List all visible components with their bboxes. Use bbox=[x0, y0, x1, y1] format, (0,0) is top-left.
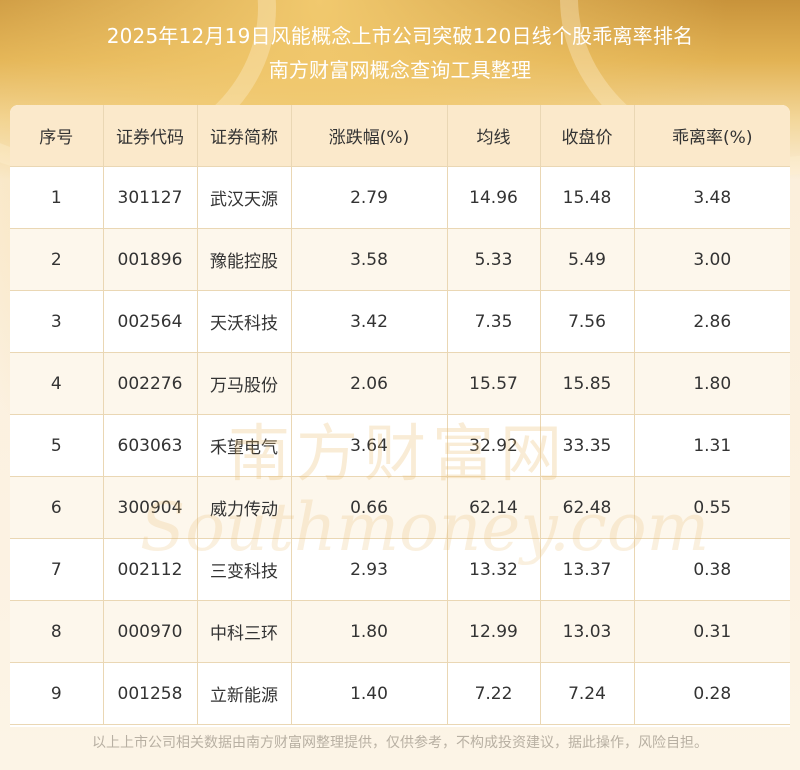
table-cell-code: 603063 bbox=[103, 414, 198, 477]
table-cell-bias: 2.86 bbox=[634, 290, 790, 353]
table-cell-close: 33.35 bbox=[540, 414, 635, 477]
table-cell-bias: 3.48 bbox=[634, 166, 790, 229]
table-cell-name: 万马股份 bbox=[197, 352, 292, 415]
title-line-2: 南方财富网概念查询工具整理 bbox=[268, 58, 532, 82]
table-cell-name: 威力传动 bbox=[197, 476, 292, 539]
table-row: 5 603063 禾望电气 3.64 32.92 33.35 1.31 bbox=[10, 414, 790, 477]
table-cell-name: 武汉天源 bbox=[197, 166, 292, 229]
header-cell-bias: 乖离率(%) bbox=[634, 105, 790, 167]
table-cell-index: 7 bbox=[10, 538, 104, 601]
table-cell-change: 2.06 bbox=[291, 352, 448, 415]
table-cell-close: 15.85 bbox=[540, 352, 635, 415]
table-cell-index: 5 bbox=[10, 414, 104, 477]
table-cell-ma: 13.32 bbox=[447, 538, 541, 601]
table-cell-ma: 15.57 bbox=[447, 352, 541, 415]
table-cell-code: 300904 bbox=[103, 476, 198, 539]
table-cell-close: 15.48 bbox=[540, 166, 635, 229]
header-cell-close: 收盘价 bbox=[540, 105, 635, 167]
table-cell-close: 13.03 bbox=[540, 600, 635, 663]
table-row: 4 002276 万马股份 2.06 15.57 15.85 1.80 bbox=[10, 352, 790, 415]
table-cell-ma: 14.96 bbox=[447, 166, 541, 229]
table-cell-index: 2 bbox=[10, 228, 104, 291]
disclaimer-footer: 以上上市公司相关数据由南方财富网整理提供，仅供参考，不构成投资建议，据此操作，风… bbox=[92, 735, 708, 751]
table-row: 6 300904 威力传动 0.66 62.14 62.48 0.55 bbox=[10, 476, 790, 539]
table-cell-close: 13.37 bbox=[540, 538, 635, 601]
table-cell-index: 4 bbox=[10, 352, 104, 415]
table-cell-name: 禾望电气 bbox=[197, 414, 292, 477]
table-cell-change: 2.79 bbox=[291, 166, 448, 229]
table-cell-change: 0.66 bbox=[291, 476, 448, 539]
table-row: 3 002564 天沃科技 3.42 7.35 7.56 2.86 bbox=[10, 290, 790, 353]
header-cell-change: 涨跌幅(%) bbox=[291, 105, 448, 167]
table-cell-close: 5.49 bbox=[540, 228, 635, 291]
table-cell-index: 3 bbox=[10, 290, 104, 353]
table-cell-code: 002276 bbox=[103, 352, 198, 415]
table-row: 1 301127 武汉天源 2.79 14.96 15.48 3.48 bbox=[10, 166, 790, 229]
table-cell-bias: 3.00 bbox=[634, 228, 790, 291]
table-cell-bias: 1.31 bbox=[634, 414, 790, 477]
table-cell-ma: 32.92 bbox=[447, 414, 541, 477]
table-row: 9 001258 立新能源 1.40 7.22 7.24 0.28 bbox=[10, 662, 790, 725]
table-cell-ma: 7.22 bbox=[447, 662, 541, 725]
table-cell-code: 001258 bbox=[103, 662, 198, 725]
table-body: 1 301127 武汉天源 2.79 14.96 15.48 3.48 2 001896 豫能控股… bbox=[10, 166, 790, 725]
ranking-table-card: 序号 证券代码 证券简称 涨跌幅(%) 均线 收盘价 乖离率(%) 1 30112… bbox=[10, 105, 790, 727]
table-cell-ma: 7.35 bbox=[447, 290, 541, 353]
table-cell-index: 6 bbox=[10, 476, 104, 539]
ranking-table: 序号 证券代码 证券简称 涨跌幅(%) 均线 收盘价 乖离率(%) 1 30112… bbox=[10, 105, 790, 725]
table-row: 2 001896 豫能控股 3.58 5.33 5.49 3.00 bbox=[10, 228, 790, 291]
header-cell-ma: 均线 bbox=[447, 105, 541, 167]
table-cell-change: 2.93 bbox=[291, 538, 448, 601]
header-cell-name: 证券简称 bbox=[197, 105, 292, 167]
table-cell-name: 立新能源 bbox=[197, 662, 292, 725]
table-cell-index: 1 bbox=[10, 166, 104, 229]
table-cell-bias: 0.28 bbox=[634, 662, 790, 725]
table-cell-ma: 12.99 bbox=[447, 600, 541, 663]
table-cell-name: 天沃科技 bbox=[197, 290, 292, 353]
table-row: 8 000970 中科三环 1.80 12.99 13.03 0.31 bbox=[10, 600, 790, 663]
table-cell-close: 7.24 bbox=[540, 662, 635, 725]
table-cell-bias: 1.80 bbox=[634, 352, 790, 415]
table-cell-name: 中科三环 bbox=[197, 600, 292, 663]
table-cell-code: 002564 bbox=[103, 290, 198, 353]
table-cell-close: 62.48 bbox=[540, 476, 635, 539]
header-cell-code: 证券代码 bbox=[103, 105, 198, 167]
table-cell-bias: 0.38 bbox=[634, 538, 790, 601]
table-cell-index: 8 bbox=[10, 600, 104, 663]
header-cell-index: 序号 bbox=[10, 105, 104, 167]
table-cell-code: 301127 bbox=[103, 166, 198, 229]
table-cell-change: 1.40 bbox=[291, 662, 448, 725]
table-cell-change: 1.80 bbox=[291, 600, 448, 663]
table-cell-bias: 0.55 bbox=[634, 476, 790, 539]
table-cell-change: 3.64 bbox=[291, 414, 448, 477]
table-cell-code: 001896 bbox=[103, 228, 198, 291]
page-title: 2025年12月19日风能概念上市公司突破120日线个股乖离率排名 南方财富网概… bbox=[0, 20, 800, 86]
table-cell-code: 000970 bbox=[103, 600, 198, 663]
table-cell-change: 3.58 bbox=[291, 228, 448, 291]
table-header-row: 序号 证券代码 证券简称 涨跌幅(%) 均线 收盘价 乖离率(%) bbox=[10, 105, 790, 167]
table-cell-close: 7.56 bbox=[540, 290, 635, 353]
table-cell-bias: 0.31 bbox=[634, 600, 790, 663]
table-cell-code: 002112 bbox=[103, 538, 198, 601]
table-cell-change: 3.42 bbox=[291, 290, 448, 353]
table-row: 7 002112 三变科技 2.93 13.32 13.37 0.38 bbox=[10, 538, 790, 601]
table-cell-name: 三变科技 bbox=[197, 538, 292, 601]
table-cell-ma: 5.33 bbox=[447, 228, 541, 291]
table-cell-ma: 62.14 bbox=[447, 476, 541, 539]
table-cell-index: 9 bbox=[10, 662, 104, 725]
table-cell-name: 豫能控股 bbox=[197, 228, 292, 291]
title-line-1: 2025年12月19日风能概念上市公司突破120日线个股乖离率排名 bbox=[106, 24, 694, 48]
